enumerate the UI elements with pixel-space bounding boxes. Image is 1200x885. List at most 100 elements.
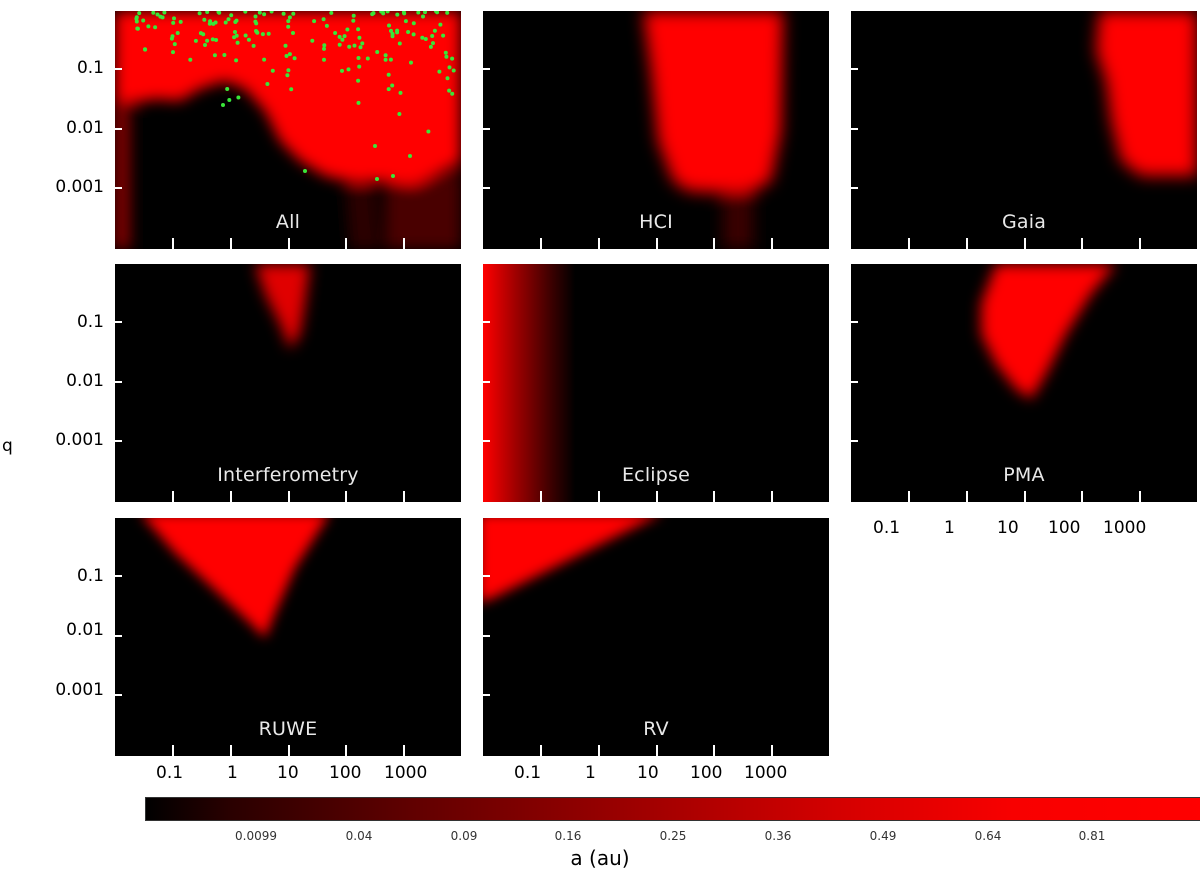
- scatter-point: [342, 34, 347, 39]
- colorbar-tick: 0.25: [659, 829, 687, 843]
- scatter-point: [329, 11, 334, 15]
- scatter-point: [386, 87, 391, 92]
- scatter-point: [430, 34, 435, 38]
- scatter-point: [322, 43, 327, 48]
- heatmap-gaia: [851, 11, 1197, 249]
- scatter-point: [389, 28, 393, 33]
- x-tick-label: 1: [227, 763, 238, 783]
- scatter-point: [287, 52, 292, 57]
- scatter-point: [451, 68, 456, 73]
- scatter-point: [205, 11, 210, 14]
- y-axis-label: q: [2, 436, 13, 456]
- scatter-point: [202, 17, 207, 22]
- scatter-point: [321, 17, 326, 22]
- scatter-point: [153, 25, 158, 30]
- scatter-point: [383, 53, 388, 58]
- scatter-point: [269, 11, 274, 14]
- scatter-point: [386, 72, 391, 77]
- scatter-point: [356, 27, 361, 32]
- panel-rv: RV: [483, 518, 829, 756]
- scatter-point: [375, 50, 380, 54]
- scatter-point: [444, 54, 449, 59]
- scatter-point: [312, 19, 317, 24]
- heatmap-eclipse: [483, 264, 829, 502]
- scatter-point: [285, 73, 290, 78]
- scatter-point: [397, 41, 402, 46]
- scatter-point: [388, 57, 393, 62]
- scatter-point: [423, 37, 428, 41]
- scatter-point: [281, 11, 286, 16]
- scatter-point: [420, 35, 425, 40]
- colorbar-tick: 0.64: [974, 829, 1002, 843]
- heatmap-pma: [851, 264, 1197, 502]
- colorbar-tick: 0.36: [764, 829, 792, 843]
- scatter-point: [171, 20, 176, 25]
- scatter-point: [346, 67, 351, 72]
- scatter-point: [212, 53, 217, 58]
- scatter-point: [337, 34, 342, 39]
- x-tick-label: 0.1: [514, 763, 542, 783]
- scatter-point: [257, 11, 262, 15]
- scatter-point: [223, 20, 228, 25]
- scatter-point: [370, 12, 375, 17]
- scatter-point: [232, 35, 237, 40]
- scatter-point: [235, 40, 240, 45]
- scatter-point: [340, 37, 345, 42]
- scatter-point: [211, 21, 216, 26]
- x-tick-label: 1000: [1103, 518, 1147, 538]
- scatter-point: [383, 57, 388, 62]
- scatter-point: [357, 64, 362, 69]
- panel-interferometry: Interferometry: [115, 264, 461, 502]
- scatter-point: [324, 23, 329, 28]
- scatter-point: [291, 11, 296, 16]
- scatter-point: [265, 82, 270, 86]
- scatter-point: [243, 11, 248, 14]
- scatter-point: [197, 11, 202, 16]
- scatter-point: [262, 57, 267, 62]
- scatter-point: [292, 56, 297, 61]
- x-tick-label: 10: [637, 763, 659, 783]
- scatter-point: [151, 11, 156, 15]
- scatter-point: [337, 42, 342, 47]
- scatter-point: [391, 174, 395, 178]
- colorbar-label: a (au): [570, 846, 630, 870]
- scatter-point: [416, 11, 421, 15]
- scatter-point: [375, 177, 379, 181]
- scatter-point: [162, 11, 167, 15]
- scatter-point: [352, 43, 357, 48]
- panel-title: All: [275, 211, 301, 233]
- x-tick-label: 100: [329, 763, 362, 783]
- y-tick-label: 0.01: [66, 620, 104, 640]
- colorbar-tick: 0.04: [345, 829, 373, 843]
- scatter-point: [303, 169, 307, 173]
- scatter-point: [358, 45, 363, 50]
- panel-gaia: Gaia: [851, 11, 1197, 249]
- scatter-point: [421, 14, 425, 19]
- panel-hci: HCI: [483, 11, 829, 249]
- scatter-point: [356, 78, 361, 83]
- scatter-point: [251, 43, 256, 48]
- scatter-point: [171, 50, 175, 55]
- scatter-point: [286, 24, 291, 29]
- colorbar-tick: 0.49: [869, 829, 897, 843]
- scatter-point: [397, 112, 402, 116]
- scatter-point: [431, 41, 435, 46]
- scatter-point: [356, 56, 361, 60]
- scatter-point: [406, 30, 411, 34]
- scatter-point: [172, 42, 177, 47]
- heatmap-rv: [483, 518, 829, 756]
- scatter-point: [289, 87, 294, 92]
- scatter-point: [205, 38, 210, 43]
- scatter-point: [283, 43, 288, 48]
- scatter-point: [229, 13, 234, 18]
- scatter-point: [222, 53, 227, 57]
- scatter-point: [178, 19, 183, 24]
- scatter-point: [333, 31, 338, 35]
- scatter-point: [445, 76, 450, 81]
- scatter-point: [221, 103, 225, 107]
- panel-title: RV: [643, 718, 669, 740]
- panel-all: All: [115, 11, 461, 249]
- scatter-point: [262, 12, 267, 17]
- scatter-point: [390, 31, 395, 36]
- scatter-point: [141, 18, 146, 23]
